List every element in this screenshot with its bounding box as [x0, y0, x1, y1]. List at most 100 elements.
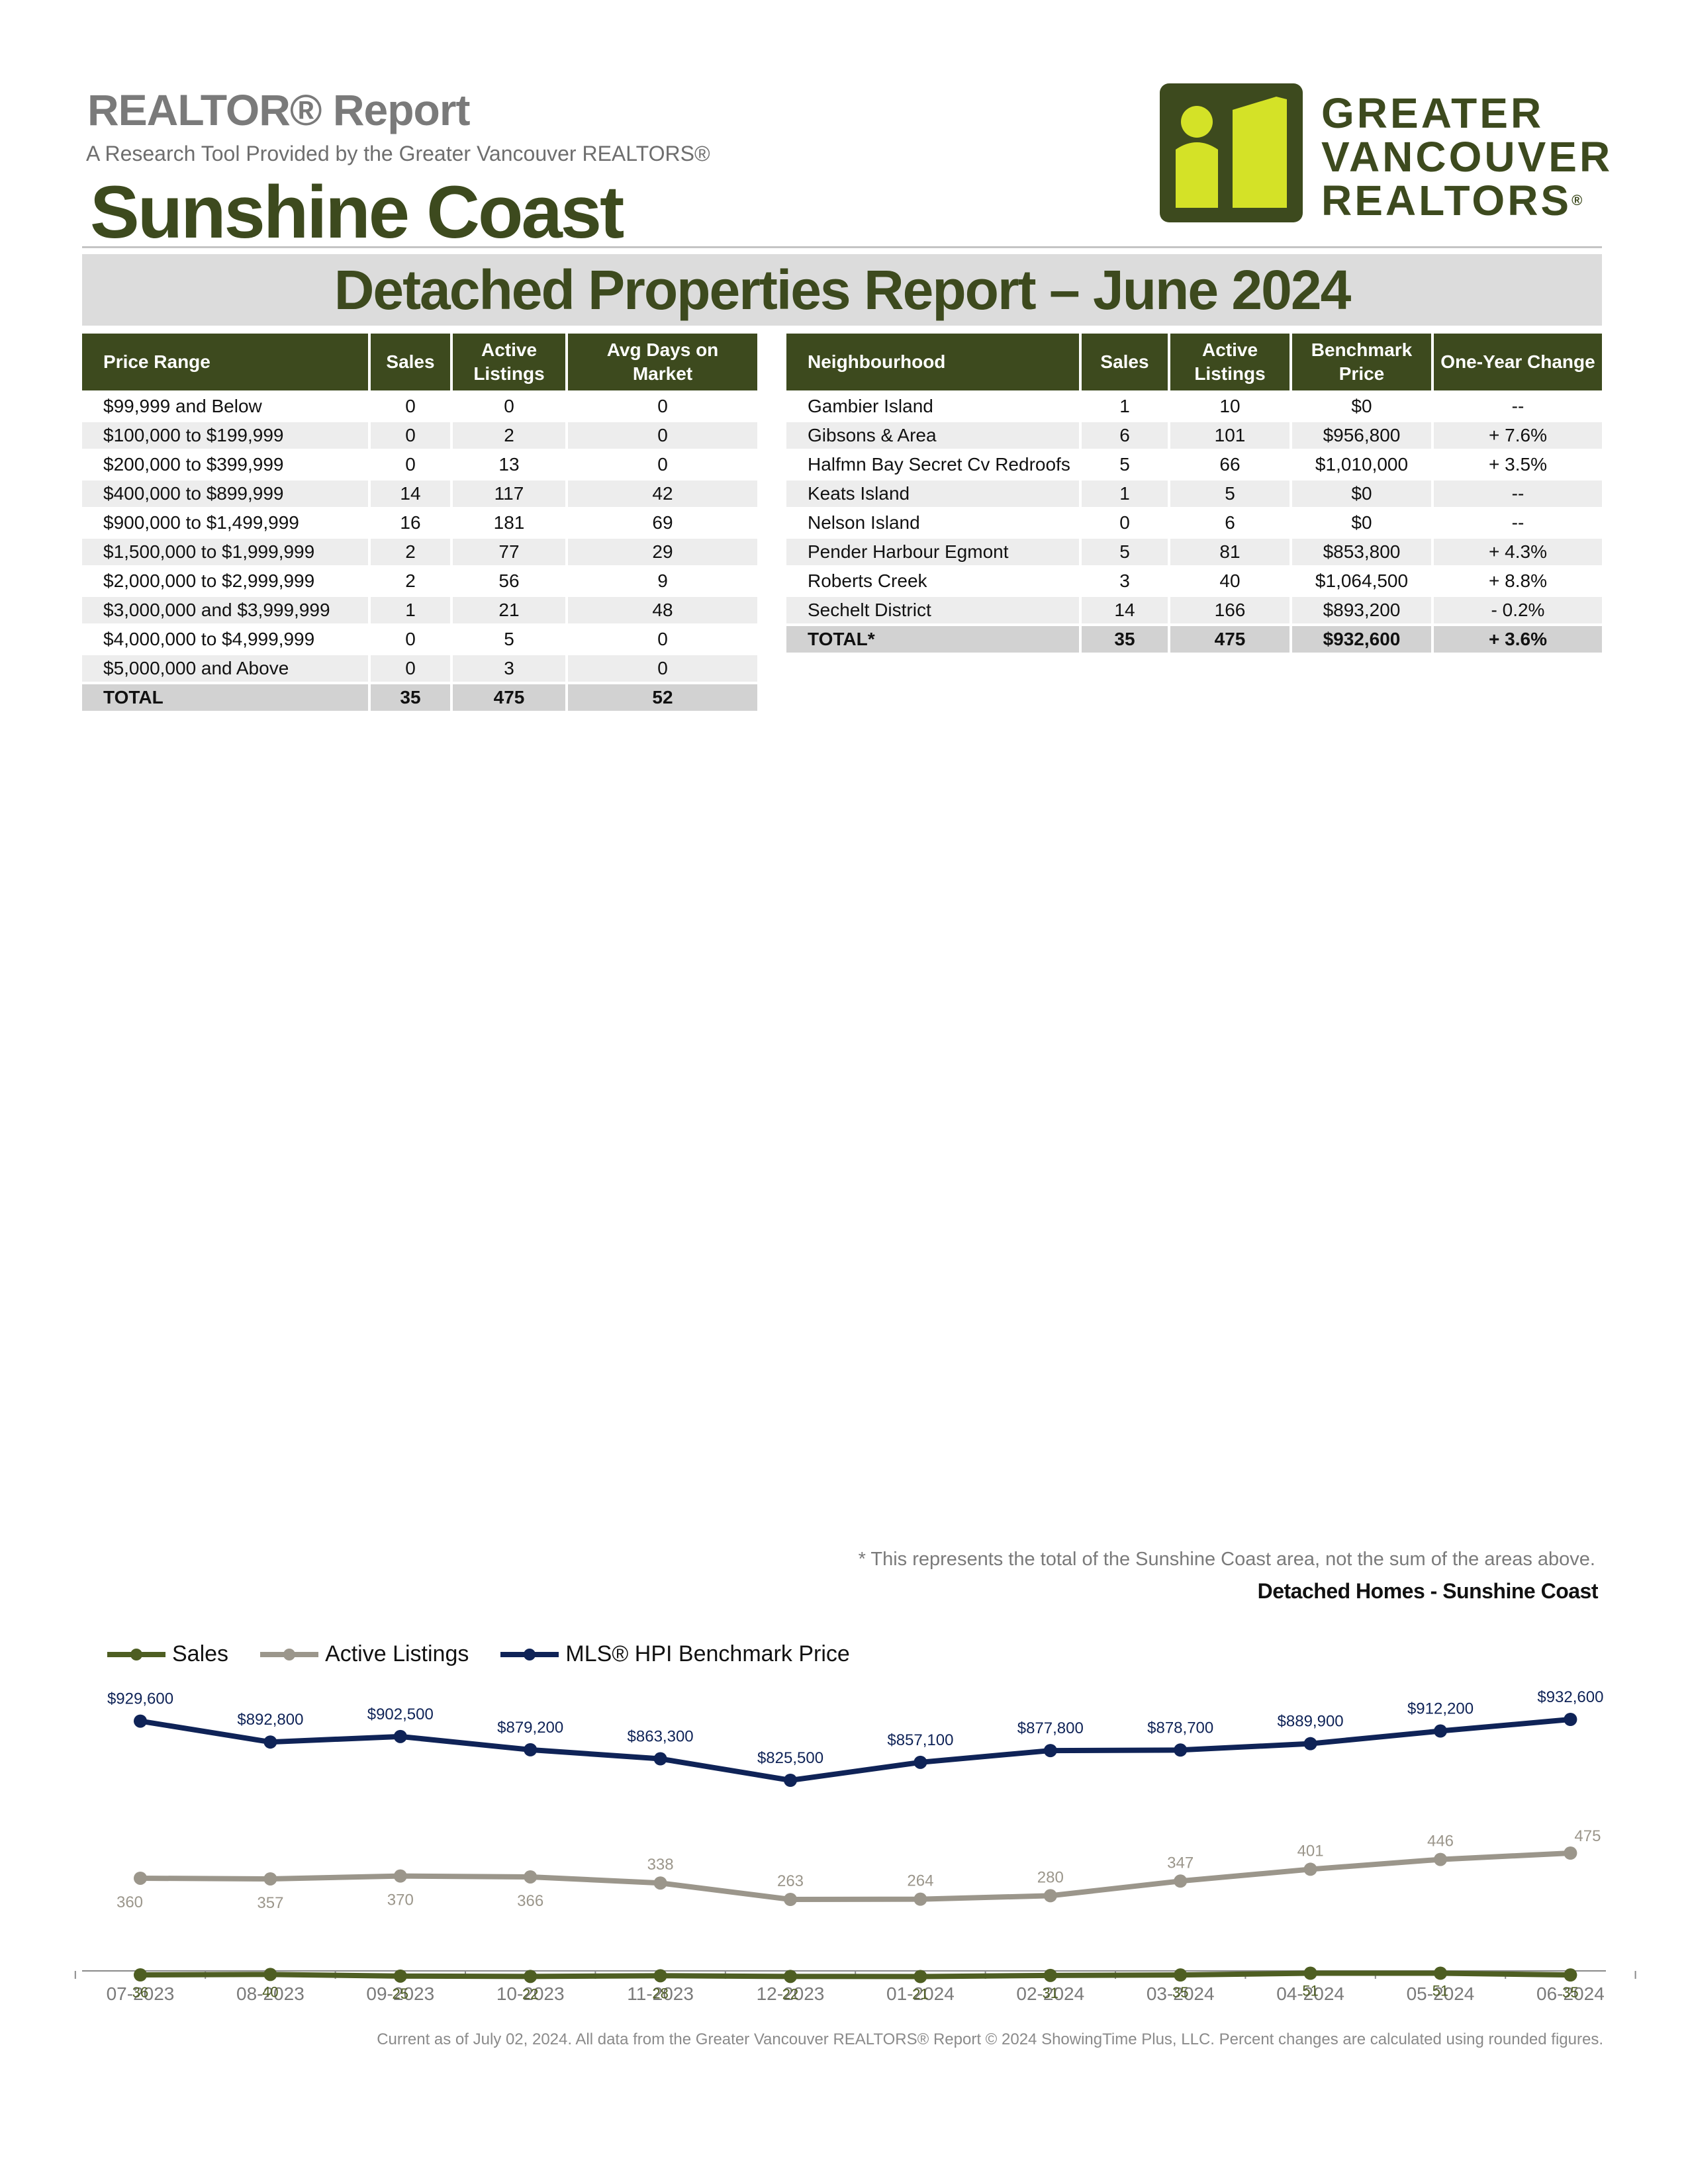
cell-sales: 14: [1082, 597, 1168, 623]
active-listings-data-label: 338: [647, 1856, 674, 1874]
active-listings-point: [653, 1876, 667, 1890]
benchmark-price-data-label: $902,500: [367, 1706, 434, 1723]
table-row: $2,000,000 to $2,999,999 2 56 9: [82, 568, 757, 594]
cell-active-listings: 101: [1170, 422, 1289, 449]
cell-sales: 5: [1119, 454, 1130, 475]
cell-active-listings: 5: [1170, 480, 1289, 507]
cell-avg-days: 69: [652, 512, 673, 533]
cell-neighbourhood: Pender Harbour Egmont: [786, 539, 1079, 565]
table-row: $1,500,000 to $1,999,999 2 77 29: [82, 539, 757, 565]
trend-line-chart: 07-2023 08-2023 09-2023 10-2023 11-2023 12-20…: [74, 1688, 1636, 2004]
cell-neighbourhood: Halfmn Bay Secret Cv Redroofs: [808, 454, 1070, 475]
benchmark-price-point: [1043, 1744, 1057, 1758]
benchmark-price-series-line: [140, 1717, 1571, 1783]
total-cell-active-listings: 475: [1170, 626, 1289, 653]
legend-sales-label: Sales: [172, 1641, 229, 1666]
table-row: $99,999 and Below 0 0 0: [82, 393, 757, 420]
sales-point: [914, 1970, 927, 1983]
sales-point: [393, 1969, 407, 1983]
header-divider: [82, 246, 1602, 248]
col-sales: Sales: [1082, 334, 1168, 390]
col-sales: Sales: [371, 334, 450, 390]
sales-point: [784, 1970, 797, 1983]
active-listings-point: [524, 1870, 538, 1884]
cell-price-range: $900,000 to $1,499,999: [103, 512, 299, 533]
cell-benchmark-price: $0: [1292, 480, 1431, 507]
active-listings-point: [1043, 1889, 1057, 1903]
x-tick-label: 07-2023: [107, 1983, 175, 2004]
cell-neighbourhood: Gambier Island: [808, 396, 933, 416]
x-tick-label: 12-2023: [757, 1983, 825, 2004]
benchmark-price-point: [263, 1735, 277, 1749]
benchmark-price-point: [914, 1755, 927, 1769]
active-listings-point: [1564, 1846, 1577, 1860]
neighbourhood-table: Neighbourhood Sales Active Listings Benc…: [784, 331, 1605, 655]
report-subtitle: A Research Tool Provided by the Greater …: [86, 142, 710, 165]
benchmark-price-point: [524, 1743, 538, 1756]
price-range-table: Price Range Sales Active Listings Avg Da…: [79, 331, 760, 713]
cell-sales: 5: [1082, 539, 1168, 565]
table-row: $5,000,000 and Above 0 3 0: [82, 655, 757, 682]
table-row: Nelson Island 0 6 $0 --: [786, 510, 1602, 536]
chart-title: Detached Homes - Sunshine Coast: [1257, 1579, 1599, 1603]
sales-point: [1174, 1968, 1188, 1982]
sales-data-label: 31: [1043, 1985, 1058, 2001]
active-listings-data-label: 360: [117, 1893, 143, 1911]
cell-avg-days: 0: [657, 629, 668, 649]
logo-wordmark: GREATER VANCOUVER REALTORS®: [1321, 91, 1613, 222]
sales-data-label: 35: [1172, 1984, 1188, 2001]
footer-disclaimer: Current as of July 02, 2024. All data fr…: [377, 2030, 1603, 2048]
sales-series-line: [140, 1970, 1571, 1979]
cell-active-listings: 3: [453, 655, 565, 682]
cell-sales: 16: [400, 512, 421, 533]
x-tick-label: 10-2023: [496, 1983, 565, 2004]
cell-sales: 14: [371, 480, 450, 507]
active-listings-data-label: 366: [517, 1892, 543, 1910]
sales-data-label: 51: [1302, 1983, 1318, 1999]
active-listings-point: [784, 1893, 797, 1906]
benchmark-price-data-label: $825,500: [757, 1749, 823, 1767]
x-tick-label: 08-2023: [236, 1983, 305, 2004]
table-row: Keats Island 1 5 $0 --: [786, 480, 1602, 507]
registered-mark: ®: [1571, 192, 1583, 208]
active-listings-data-label: 280: [1037, 1868, 1064, 1886]
sales-point: [524, 1970, 538, 1983]
cell-active-listings: 5: [504, 629, 514, 649]
total-footnote: * This represents the total of the Sunsh…: [858, 1549, 1595, 1570]
sales-data-label: 51: [1432, 1983, 1448, 1999]
sales-point: [1564, 1968, 1577, 1982]
cell-price-range: $99,999 and Below: [103, 396, 262, 416]
table-row: $900,000 to $1,499,999 16 181 69: [82, 510, 757, 536]
cell-neighbourhood: Sechelt District: [786, 597, 1079, 623]
cell-neighbourhood: Keats Island: [786, 480, 1079, 507]
report-banner: Detached Properties Report – June 2024: [82, 254, 1602, 326]
table-row: $400,000 to $899,999 14 117 42: [82, 480, 757, 507]
legend-benchmark-price-swatch-icon: [500, 1648, 559, 1661]
banner-title: Detached Properties Report – June 2024: [334, 258, 1352, 321]
report-title: REALTOR® Report: [87, 85, 471, 134]
cell-one-year-change: --: [1434, 480, 1602, 507]
cell-price-range: $2,000,000 to $2,999,999: [103, 570, 315, 591]
cell-neighbourhood: Gibsons & Area: [786, 422, 1079, 449]
x-tick-label: 02-2024: [1016, 1983, 1084, 2004]
active-listings-point: [134, 1871, 147, 1885]
x-tick-label: 03-2024: [1147, 1983, 1215, 2004]
benchmark-price-data-label: $932,600: [1537, 1688, 1603, 1706]
cell-active-listings: 0: [504, 396, 514, 416]
benchmark-price-point: [784, 1774, 797, 1787]
benchmark-price-data-label: $892,800: [237, 1711, 303, 1729]
cell-benchmark-price: $0: [1351, 512, 1372, 533]
cell-active-listings: 6: [1225, 512, 1235, 533]
sales-data-label: 25: [393, 1985, 408, 2002]
cell-sales: 0: [405, 454, 416, 475]
benchmark-price-point: [1303, 1737, 1317, 1751]
sales-data-label: 21: [912, 1986, 928, 2003]
x-tick-label: 01-2024: [886, 1983, 955, 2004]
cell-avg-days: 0: [657, 396, 668, 416]
legend-active-listings: Active Listings: [258, 1641, 469, 1667]
cell-one-year-change: - 0.2%: [1434, 597, 1602, 623]
cell-benchmark-price: $0: [1351, 396, 1372, 416]
table-row: Gibsons & Area 6 101 $956,800 + 7.6%: [786, 422, 1602, 449]
cell-one-year-change: --: [1511, 396, 1524, 416]
x-tick-label: 11-2023: [627, 1983, 694, 2004]
